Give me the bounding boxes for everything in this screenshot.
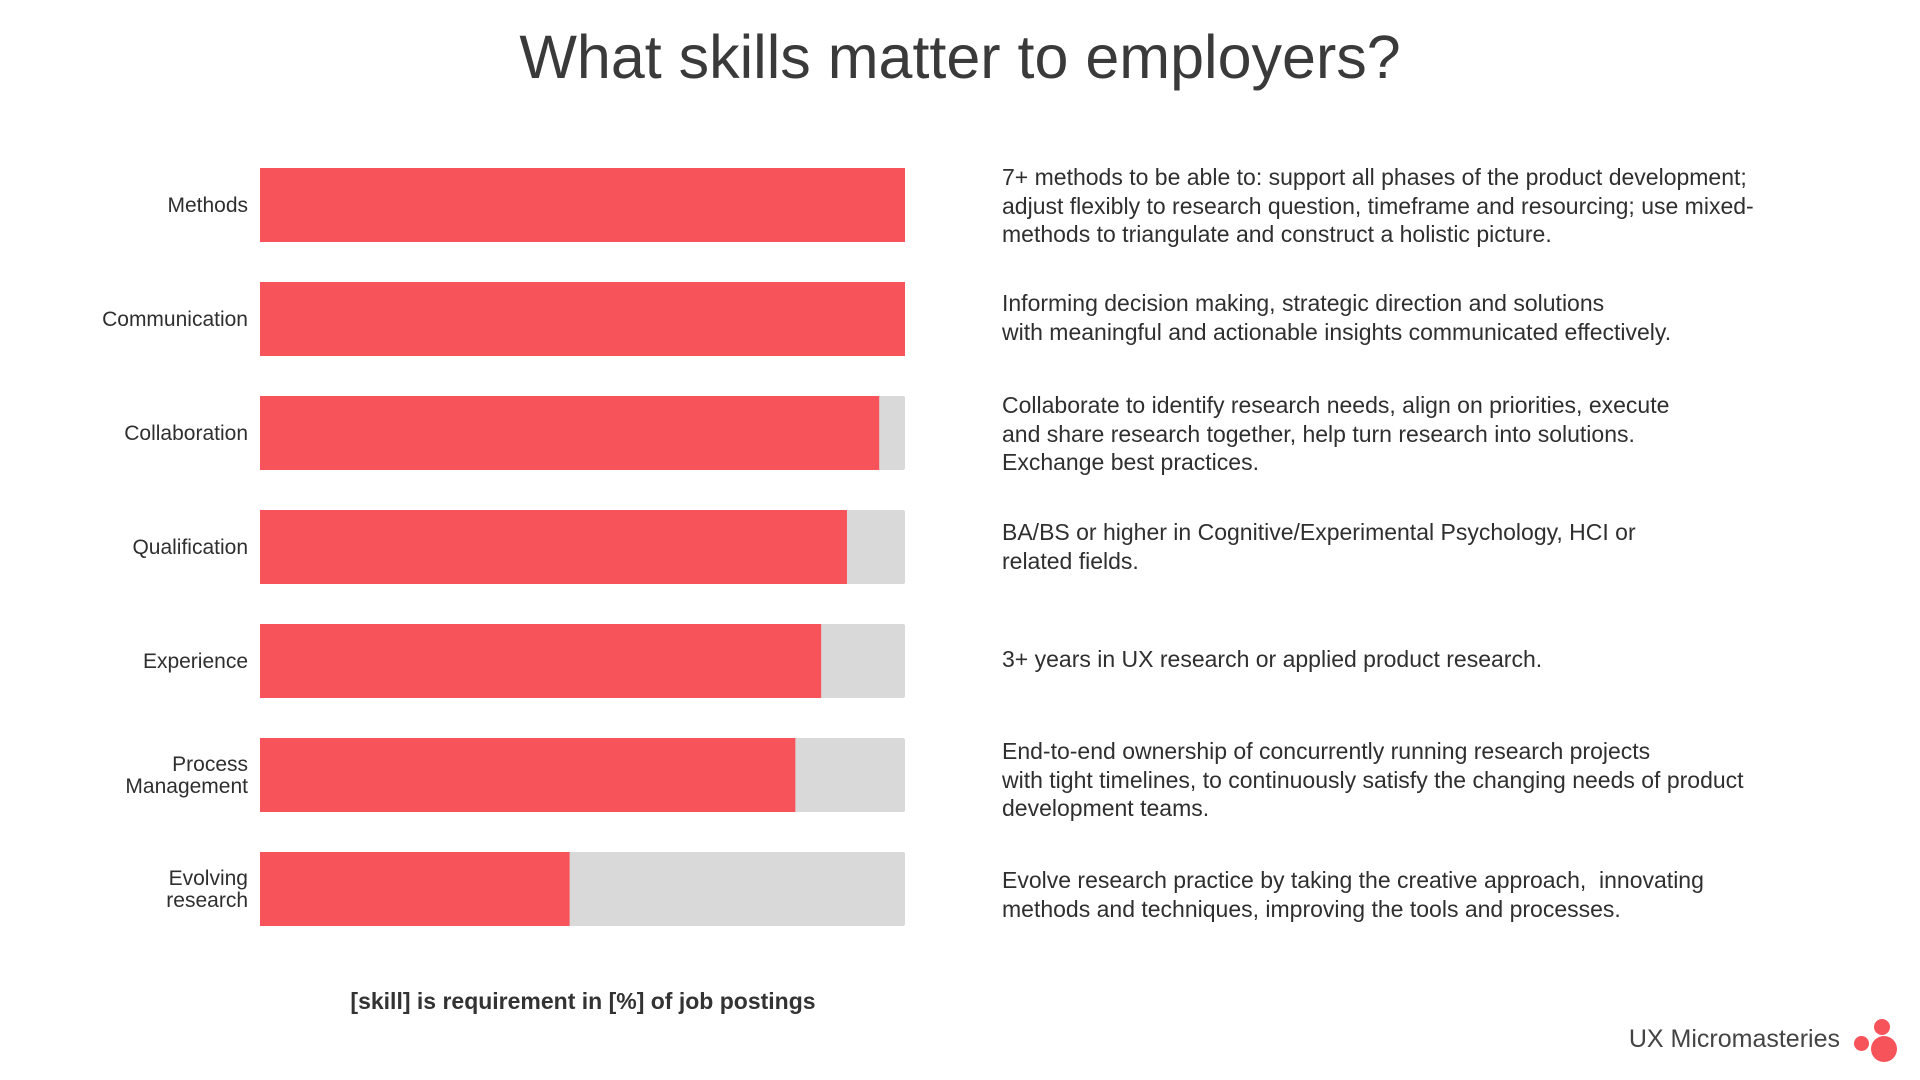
description-line: End-to-end ownership of concurrently run… bbox=[1002, 738, 1651, 764]
bar bbox=[260, 738, 796, 812]
category-label: Evolving research bbox=[166, 867, 248, 912]
description-line: with tight timelines, to continuously sa… bbox=[1002, 766, 1744, 793]
chart-caption: [skill] is requirement in [%] of job pos… bbox=[350, 988, 816, 1014]
category-label: Qualification bbox=[132, 536, 248, 559]
description-line: development teams. bbox=[1002, 795, 1210, 821]
bar bbox=[260, 168, 905, 242]
description-line: Exchange best practices. bbox=[1002, 449, 1259, 475]
description-line: Informing decision making, strategic dir… bbox=[1002, 290, 1605, 316]
bar bbox=[260, 282, 905, 356]
skill-description: 3+ years in UX research or applied produ… bbox=[1002, 645, 1882, 674]
bar bbox=[260, 852, 570, 926]
skill-description: End-to-end ownership of concurrently run… bbox=[1002, 737, 1882, 823]
category-label: Experience bbox=[143, 650, 248, 673]
description-line: BA/BS or higher in Cognitive/Experimenta… bbox=[1002, 519, 1636, 545]
skill-description: 7+ methods to be able to: support all ph… bbox=[1002, 163, 1882, 249]
bar bbox=[260, 396, 880, 470]
category-label: Collaboration bbox=[124, 422, 248, 445]
chart-title: What skills matter to employers? bbox=[519, 23, 1401, 91]
brand: UX Micromasteries bbox=[1580, 1019, 1920, 1062]
skill-description: Collaborate to identify research needs, … bbox=[1002, 391, 1882, 477]
description-line: 3+ years in UX research or applied produ… bbox=[1002, 646, 1543, 672]
description-line: related fields. bbox=[1002, 547, 1139, 574]
description-line: and share research together, help turn r… bbox=[1002, 420, 1635, 447]
skill-description: Evolve research practice by taking the c… bbox=[1002, 866, 1882, 923]
bar bbox=[260, 510, 847, 584]
description-line: Evolve research practice by taking the c… bbox=[1002, 867, 1704, 893]
description-line: with meaningful and actionable insights … bbox=[1002, 318, 1672, 345]
description-line: Collaborate to identify research needs, … bbox=[1002, 392, 1670, 418]
description-line: 7+ methods to be able to: support all ph… bbox=[1002, 164, 1747, 190]
description-line: methods and techniques, improving the to… bbox=[1002, 895, 1621, 922]
skill-description: Informing decision making, strategic dir… bbox=[1002, 289, 1882, 346]
bar bbox=[260, 624, 822, 698]
description-line: adjust flexibly to research question, ti… bbox=[1002, 192, 1754, 219]
skill-description: BA/BS or higher in Cognitive/Experimenta… bbox=[1002, 518, 1882, 575]
category-label: Methods bbox=[167, 194, 248, 217]
category-label: Process Management bbox=[125, 753, 248, 798]
description-line: methods to triangulate and construct a h… bbox=[1002, 221, 1552, 247]
brand-name: UX Micromasteries bbox=[1628, 1025, 1840, 1053]
category-label: Communication bbox=[102, 308, 248, 331]
three-dots-logo-icon bbox=[1854, 1019, 1902, 1065]
